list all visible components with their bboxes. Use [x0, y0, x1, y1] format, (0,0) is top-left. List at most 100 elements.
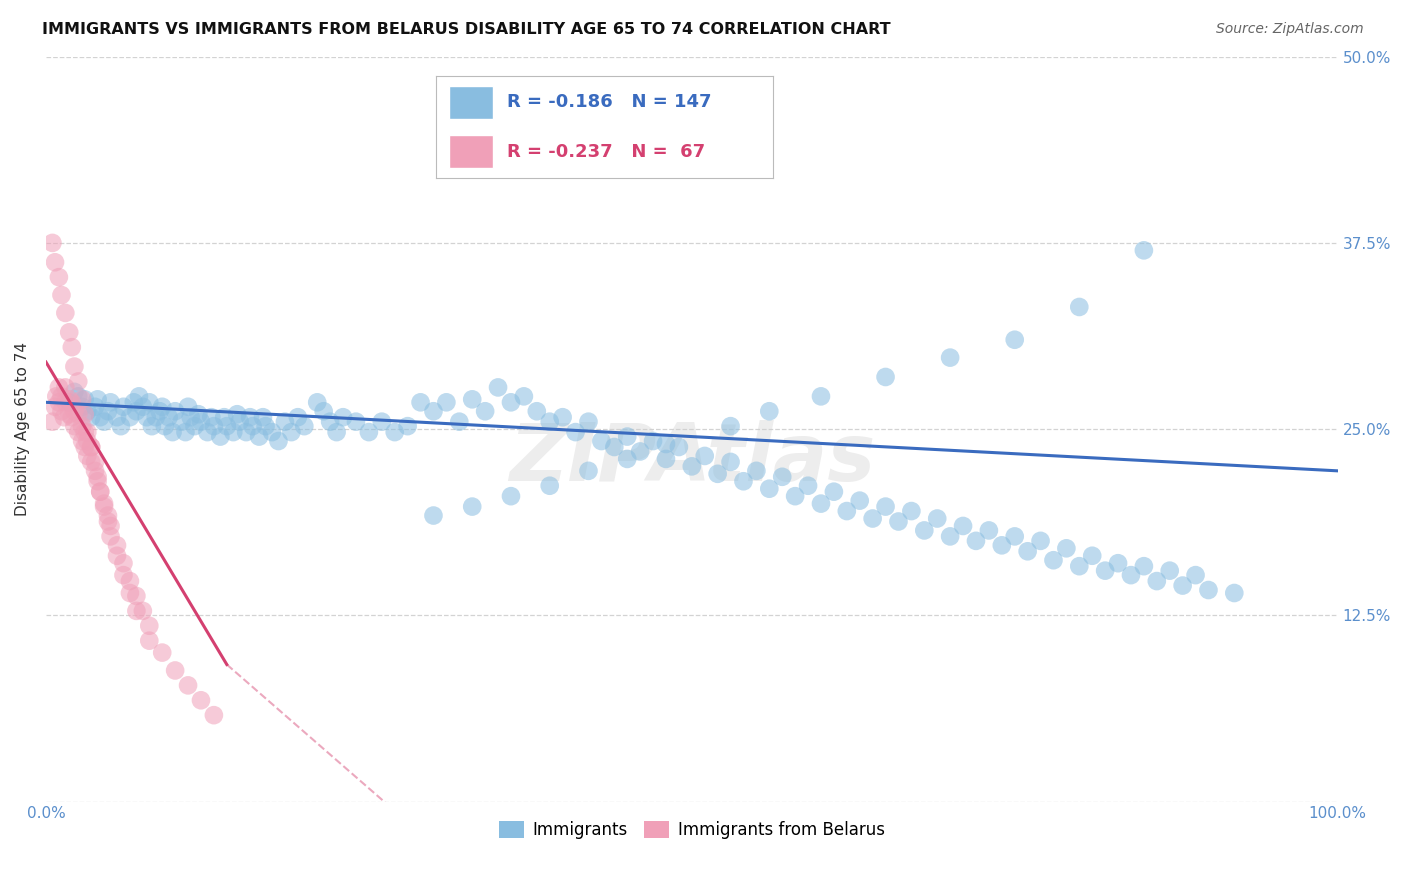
Point — [150, 400, 173, 414]
Point — [53, 306, 76, 320]
Point — [86, 475, 108, 489]
Point — [939, 351, 962, 365]
Point — [260, 425, 283, 439]
Point — [835, 504, 858, 518]
Text: ZIPAtlas: ZIPAtlas — [509, 420, 875, 498]
Point — [51, 404, 73, 418]
Bar — [450, 87, 494, 119]
Point — [51, 389, 73, 403]
Point — [58, 407, 80, 421]
Point — [110, 419, 132, 434]
Point — [875, 370, 897, 384]
Point — [89, 410, 111, 425]
Point — [952, 519, 974, 533]
Point — [190, 415, 212, 429]
Point — [242, 419, 264, 434]
Point — [93, 415, 115, 429]
Point — [70, 434, 93, 448]
Point — [312, 404, 335, 418]
Point — [67, 389, 90, 403]
Point — [76, 449, 98, 463]
Point — [128, 389, 150, 403]
Point — [73, 440, 96, 454]
Point — [810, 389, 832, 403]
Point — [150, 646, 173, 660]
Point — [449, 415, 471, 429]
Point — [1042, 553, 1064, 567]
Point — [145, 410, 167, 425]
Point — [681, 459, 703, 474]
Point — [73, 407, 96, 421]
Point — [1107, 556, 1129, 570]
Point — [177, 678, 200, 692]
Point — [991, 538, 1014, 552]
Point — [118, 574, 141, 588]
Point — [97, 404, 120, 418]
Point — [655, 437, 678, 451]
Point — [125, 404, 148, 418]
Point — [357, 425, 380, 439]
Point — [51, 288, 73, 302]
Point — [70, 419, 93, 434]
Point — [287, 410, 309, 425]
Point — [141, 419, 163, 434]
Point — [197, 425, 219, 439]
Point — [875, 500, 897, 514]
Point — [900, 504, 922, 518]
Point — [45, 389, 67, 403]
Legend: Immigrants, Immigrants from Belarus: Immigrants, Immigrants from Belarus — [492, 814, 891, 846]
Point — [215, 419, 238, 434]
Point — [474, 404, 496, 418]
Point — [105, 549, 128, 563]
Point — [344, 415, 367, 429]
Point — [641, 434, 664, 448]
Point — [513, 389, 536, 403]
Point — [118, 410, 141, 425]
Point — [138, 633, 160, 648]
Point — [247, 429, 270, 443]
Point — [862, 511, 884, 525]
Point — [578, 464, 600, 478]
Point — [797, 479, 820, 493]
Point — [67, 425, 90, 439]
Point — [84, 464, 107, 478]
Point — [157, 410, 180, 425]
Point — [325, 425, 347, 439]
Point — [76, 434, 98, 448]
Point — [1069, 300, 1091, 314]
Point — [138, 395, 160, 409]
Point — [60, 340, 83, 354]
Point — [58, 392, 80, 407]
Point — [1223, 586, 1246, 600]
Point — [434, 395, 457, 409]
Point — [1054, 541, 1077, 556]
Text: IMMIGRANTS VS IMMIGRANTS FROM BELARUS DISABILITY AGE 65 TO 74 CORRELATION CHART: IMMIGRANTS VS IMMIGRANTS FROM BELARUS DI… — [42, 22, 891, 37]
Point — [153, 419, 176, 434]
Point — [668, 440, 690, 454]
Point — [1146, 574, 1168, 588]
Point — [86, 392, 108, 407]
Point — [486, 380, 509, 394]
Point — [706, 467, 728, 481]
Point — [53, 380, 76, 394]
Point — [58, 395, 80, 409]
Point — [591, 434, 613, 448]
Point — [162, 425, 184, 439]
Point — [1133, 559, 1156, 574]
Point — [132, 604, 155, 618]
Point — [499, 489, 522, 503]
Point — [86, 470, 108, 484]
Point — [274, 415, 297, 429]
Point — [112, 400, 135, 414]
Point — [73, 392, 96, 407]
Point — [112, 568, 135, 582]
Point — [63, 419, 86, 434]
Point — [177, 400, 200, 414]
Point — [1133, 244, 1156, 258]
Point — [209, 429, 232, 443]
Point — [80, 440, 103, 454]
Point — [135, 410, 157, 425]
Point — [41, 235, 63, 250]
Point — [228, 415, 250, 429]
Point — [371, 415, 394, 429]
